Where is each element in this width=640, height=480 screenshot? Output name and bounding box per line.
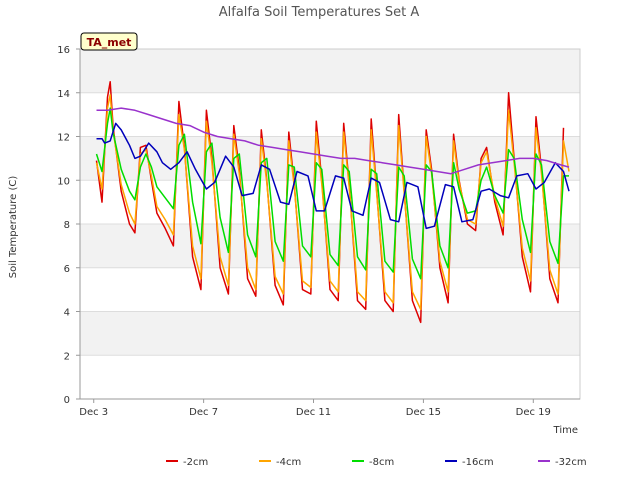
grid-band <box>80 224 580 268</box>
station-badge-box <box>80 32 138 51</box>
series-line-4cm <box>95 94 570 311</box>
legend-label: -4cm <box>276 457 301 468</box>
legend-label: -8cm <box>369 457 394 468</box>
x-tick-label: Dec 19 <box>516 407 551 418</box>
y-tick-label: 6 <box>64 264 70 275</box>
series-line-8cm <box>95 107 569 280</box>
x-axis-label: Time <box>553 425 578 436</box>
x-tick-label: Dec 3 <box>79 407 108 418</box>
grid-band <box>80 311 580 356</box>
series-line-32cm <box>96 107 570 175</box>
legend-label: -32cm <box>555 457 587 468</box>
y-tick-label: 16 <box>57 45 70 56</box>
y-tick-label: 8 <box>64 220 70 231</box>
y-tick-label: 10 <box>57 176 70 187</box>
y-tick-labels: 0 2 4 6 8 10 12 14 16 <box>57 45 80 406</box>
chart-title: Alfalfa Soil Temperatures Set A <box>219 5 420 20</box>
x-tick-label: Dec 11 <box>296 407 331 418</box>
station-badge: TA_met <box>80 32 138 51</box>
x-tick-labels: Dec 3 Dec 7 Dec 11 Dec 15 Dec 19 <box>79 399 551 418</box>
y-tick-label: 0 <box>64 395 70 406</box>
station-badge-text: TA_met <box>87 36 132 49</box>
grid-band <box>80 49 580 93</box>
legend-label: -16cm <box>462 457 494 468</box>
x-tick-label: Dec 15 <box>406 407 441 418</box>
y-tick-label: 14 <box>57 89 70 100</box>
legend: -2cm -4cm -8cm -16cm -32cm <box>166 457 587 468</box>
x-tick-label: Dec 7 <box>189 407 218 418</box>
legend-label: -2cm <box>183 457 208 468</box>
y-axis-label: Soil Temperature (C) <box>8 176 19 279</box>
series-lines <box>95 81 570 324</box>
grid-band <box>80 136 580 181</box>
y-tick-label: 4 <box>64 308 70 319</box>
y-tick-label: 2 <box>64 351 70 362</box>
series-line-16cm <box>96 122 570 230</box>
y-tick-label: 12 <box>57 133 70 144</box>
